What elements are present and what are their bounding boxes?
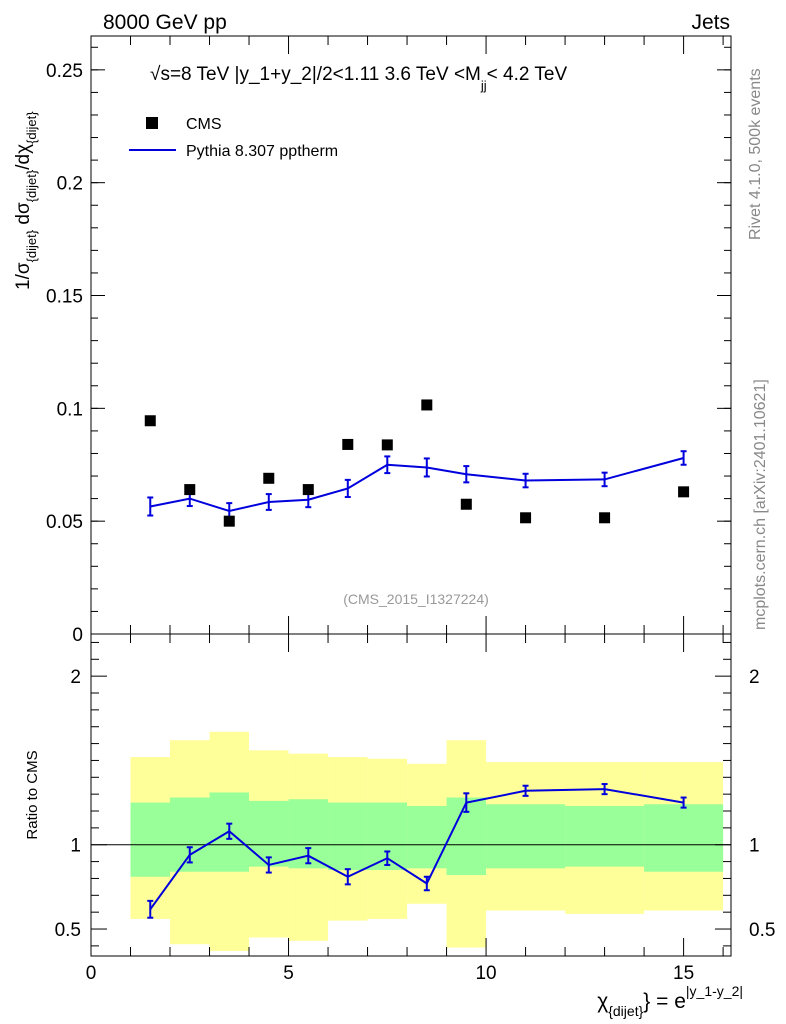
ratio-panel: 0.5 0.5 1 1 2 2 0 5 10 15 Ratio to CMS χ{dijet}} … (24, 633, 775, 1019)
mcplots-label: mcplots.cern.ch [arXiv:2401.10621] (752, 379, 769, 630)
main-y-axis-label: 1/σ{dijet} dσ{dijet}/dχ{dijet} (13, 111, 39, 290)
ratio-y-tick-label: 2 (70, 667, 81, 688)
process-label: Jets (691, 11, 730, 34)
x-tick-label: 15 (673, 963, 694, 984)
green-band-bin (486, 804, 566, 869)
cms-data-point (302, 484, 314, 496)
y-label-sub-c: {dijet} (24, 111, 39, 144)
y-label-part-a: 1/σ (13, 262, 34, 290)
cms-data-point (263, 472, 275, 484)
ratio-bands (130, 731, 724, 951)
cms-data-point (678, 486, 690, 498)
green-band-bin (249, 800, 289, 867)
cms-data-point (599, 512, 611, 524)
green-band-bin (565, 805, 645, 867)
green-band-bin (328, 802, 368, 871)
main-y-tick-label: 0 (72, 625, 83, 646)
green-band-bin (644, 804, 724, 872)
ratio-axis-ticks: 0.5 0.5 1 1 2 2 0 5 10 15 (55, 634, 775, 984)
mc-ratio-line (149, 788, 684, 910)
x-axis-label: χ{dijet}} = e|y_1-y_2| (597, 983, 743, 1019)
rivet-version-label: Rivet 4.1.0, 500k events (747, 68, 764, 240)
x-tick-label: 10 (475, 963, 496, 984)
main-plot-marks (144, 399, 690, 527)
ratio-plot-frame (90, 633, 732, 957)
main-y-tick-label: 0.25 (46, 61, 83, 82)
ratio-y-axis-label: Ratio to CMS (24, 750, 41, 839)
ratio-y-tick-label-right: 1 (749, 836, 760, 857)
cms-data-point (144, 415, 156, 427)
green-band-bin (407, 805, 447, 869)
title-subscript: jj (480, 78, 487, 93)
main-y-tick-label: 0.05 (46, 512, 83, 533)
ratio-y-tick-label-right: 2 (749, 667, 760, 688)
x-label-eq: } = e (643, 990, 686, 1013)
collision-label: 8000 GeV pp (103, 11, 227, 34)
cms-data-point (342, 438, 354, 450)
title-tail: < 4.2 TeV (487, 64, 568, 85)
mc-series-line (150, 457, 684, 513)
cms-data-point (421, 399, 433, 411)
y-label-part-b: dσ (13, 202, 34, 230)
green-band-bin (130, 802, 171, 877)
cms-data-point (381, 439, 393, 451)
ratio-y-tick-label-right: 0.5 (749, 920, 775, 941)
main-y-tick-label: 0.1 (57, 399, 83, 420)
x-tick-label: 0 (86, 963, 97, 984)
ratio-y-tick-label: 1 (70, 836, 81, 857)
analysis-id-label: (CMS_2015_I1327224) (343, 591, 489, 607)
legend-mc-label: Pythia 8.307 pptherm (186, 143, 338, 160)
main-y-tick-label: 0.15 (46, 287, 83, 308)
ratio-plot-marks (91, 783, 731, 919)
cms-data-point (460, 498, 472, 510)
cms-data-point (520, 512, 532, 524)
main-panel: 0 0.05 0.1 0.15 0.2 0.25 √s=8 TeV |y_1+y_2|/2… (13, 35, 732, 646)
y-label-sub-b: {dijet} (24, 169, 39, 202)
ratio-y-tick-label: 0.5 (55, 920, 81, 941)
y-label-part-c: /dχ (13, 144, 34, 170)
title-s: s (160, 64, 170, 85)
plot-title: √s=8 TeV |y_1+y_2|/2<1.11 3.6 TeV <Mjj< … (150, 64, 567, 93)
cms-data-point (223, 515, 235, 527)
sqrt-symbol: √ (150, 64, 161, 85)
x-label-chi: χ (597, 990, 608, 1013)
x-tick-label: 5 (283, 963, 294, 984)
y-label-sub-a: {dijet} (24, 229, 39, 262)
x-label-superscript: |y_1-y_2| (686, 983, 743, 999)
cms-data-point (184, 484, 196, 496)
x-label-chi-sub: {dijet} (608, 1003, 643, 1019)
legend-data-label: CMS (186, 116, 222, 133)
title-main: =8 TeV |y_1+y_2|/2<1.11 3.6 TeV <M (170, 64, 481, 85)
main-y-tick-label: 0.2 (57, 174, 83, 195)
legend-data-marker (146, 117, 158, 129)
